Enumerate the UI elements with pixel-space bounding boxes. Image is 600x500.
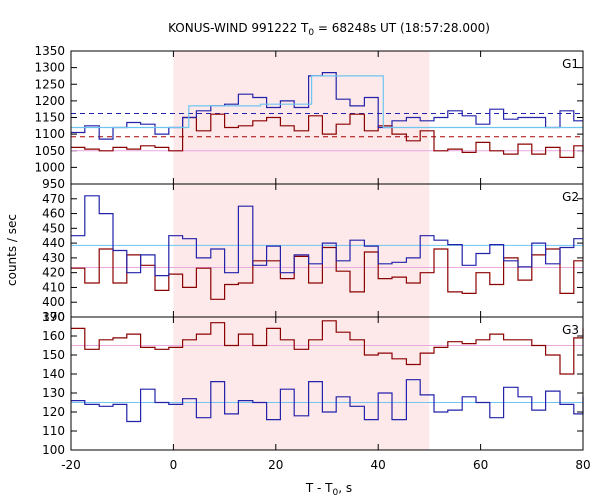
xtick-label: 40 (371, 458, 386, 472)
g2-ytick-label: 400 (42, 295, 65, 309)
g1-ytick-label: 1300 (34, 61, 65, 75)
xtick-label: 20 (268, 458, 283, 472)
highlight-interval (173, 51, 430, 450)
g3-ytick-label: 150 (42, 348, 65, 362)
g2-blue-series (71, 195, 583, 277)
g2-ytick-label: 460 (42, 207, 65, 221)
plot-area: 95010001050110011501200125013001350G1390… (34, 44, 590, 472)
g1-ytick-label: 1350 (34, 44, 65, 58)
xtick-label: -20 (61, 458, 81, 472)
chart-title: KONUS-WIND 991222 T0 = 68248s UT (18:57:… (168, 21, 490, 38)
xtick-label: 0 (170, 458, 178, 472)
g3-ytick-label: 120 (42, 405, 65, 419)
g2-ytick-label: 390 (42, 310, 65, 324)
g3-ytick-label: 100 (42, 443, 65, 457)
g3-frame (70, 316, 584, 451)
g3-ytick-label: 110 (42, 424, 65, 438)
g3-ytick-label: 140 (42, 367, 65, 381)
g1-blue-series (71, 72, 583, 140)
g3-ytick-label: 130 (42, 386, 65, 400)
g1-red-series (71, 113, 584, 158)
g1-ytick-label: 1050 (34, 144, 65, 158)
g1-ytick-label: 1000 (34, 160, 65, 174)
g2-ytick-label: 450 (42, 221, 65, 235)
g3-panel-label: G3 (562, 323, 579, 337)
xtick-label: 60 (473, 458, 488, 472)
g1-panel-label: G1 (562, 57, 579, 71)
g2-ytick-label: 470 (42, 192, 65, 206)
g3-blue-series (71, 379, 584, 423)
g1-ytick-label: 1150 (34, 111, 65, 125)
g1-ytick-label: 1100 (34, 127, 65, 141)
g1-cyan-series (71, 75, 583, 129)
x-axis-label: T - T0, s (305, 481, 352, 498)
g3-red-series (71, 320, 584, 375)
g1-ytick-label: 1200 (34, 94, 65, 108)
g2-ytick-label: 410 (42, 280, 65, 294)
g2-ytick-label: 430 (42, 251, 65, 265)
y-axis-label: counts / sec (5, 214, 19, 286)
g2-ytick-label: 440 (42, 236, 65, 250)
g3-ytick-label: 170 (42, 310, 65, 324)
xtick-label: 80 (575, 458, 590, 472)
g2-ytick-label: 420 (42, 266, 65, 280)
g1-ytick-label: 950 (42, 177, 65, 191)
g3-ytick-label: 160 (42, 329, 65, 343)
g1-ytick-label: 1250 (34, 77, 65, 91)
g2-panel-label: G2 (562, 190, 579, 204)
